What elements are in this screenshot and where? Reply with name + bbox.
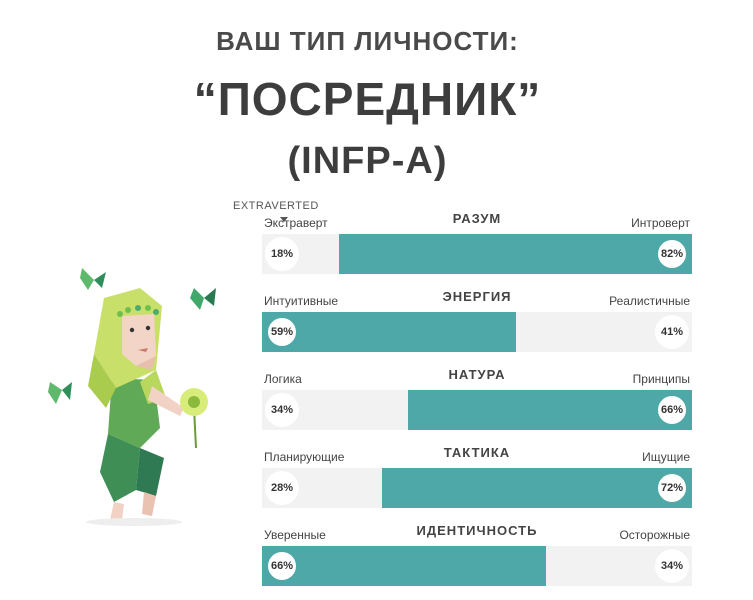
trait-bar: 34% 66% — [262, 390, 692, 430]
trait-left-label: Логика — [264, 372, 302, 386]
trait-row-energy: Интуитивные ЭНЕРГИЯ Реалистичные 59% 41% — [262, 286, 692, 354]
trait-right-percent: 41% — [655, 315, 689, 349]
trait-left-label: Интуитивные — [264, 294, 339, 308]
trait-bar-fill — [408, 390, 692, 430]
personality-type-code: (INFP-A) — [287, 140, 448, 182]
trait-row-nature: Логика НАТУРА Принципы 34% 66% — [262, 364, 692, 432]
trait-right-label: Ищущие — [642, 450, 690, 464]
trait-left-percent: 66% — [265, 549, 299, 583]
trait-right-label: Принципы — [632, 372, 690, 386]
trait-left-percent: 28% — [265, 471, 299, 505]
trait-row-tactics: Планирующие ТАКТИКА Ищущие 28% 72% — [262, 442, 692, 510]
trait-left-percent: 34% — [265, 393, 299, 427]
trait-bar-fill — [262, 546, 546, 586]
trait-left-percent: 18% — [265, 237, 299, 271]
trait-right-label: Осторожные — [619, 528, 690, 542]
tooltip-arrow-icon — [280, 217, 288, 222]
trait-left-label: Экстраверт — [264, 216, 328, 230]
trait-bar: 59% 41% — [262, 312, 692, 352]
trait-category: ИДЕНТИЧНОСТЬ — [416, 523, 538, 538]
trait-bar-fill — [339, 234, 692, 274]
extraverted-tooltip: EXTRAVERTED — [233, 200, 319, 212]
trait-row-identity: Уверенные ИДЕНТИЧНОСТЬ Осторожные 66% 34… — [262, 520, 692, 588]
trait-left-label: Планирующие — [264, 450, 345, 464]
trait-right-percent: 82% — [655, 237, 689, 271]
trait-left-percent: 59% — [265, 315, 299, 349]
trait-category: НАТУРА — [448, 367, 506, 382]
trait-category: ТАКТИКА — [443, 445, 511, 460]
trait-right-percent: 34% — [655, 549, 689, 583]
trait-bar: 18% 82% — [262, 234, 692, 274]
personality-subtitle: ВАШ ТИП ЛИЧНОСТИ: — [216, 26, 519, 56]
trait-right-percent: 66% — [655, 393, 689, 427]
trait-bar: 28% 72% — [262, 468, 692, 508]
trait-bar-fill — [382, 468, 692, 508]
trait-right-label: Интроверт — [631, 216, 690, 230]
trait-right-label: Реалистичные — [609, 294, 690, 308]
trait-left-label: Уверенные — [264, 528, 326, 542]
personality-type-name: “ПОСРЕДНИК” — [193, 73, 542, 125]
trait-bar-fill — [262, 312, 516, 352]
trait-bar: 66% 34% — [262, 546, 692, 586]
trait-row-mind: Экстраверт РАЗУМ Интроверт 18% 82% — [262, 208, 692, 276]
trait-right-percent: 72% — [655, 471, 689, 505]
trait-category: РАЗУМ — [452, 211, 502, 226]
trait-category: ЭНЕРГИЯ — [442, 289, 512, 304]
mediator-character-icon — [48, 268, 216, 526]
